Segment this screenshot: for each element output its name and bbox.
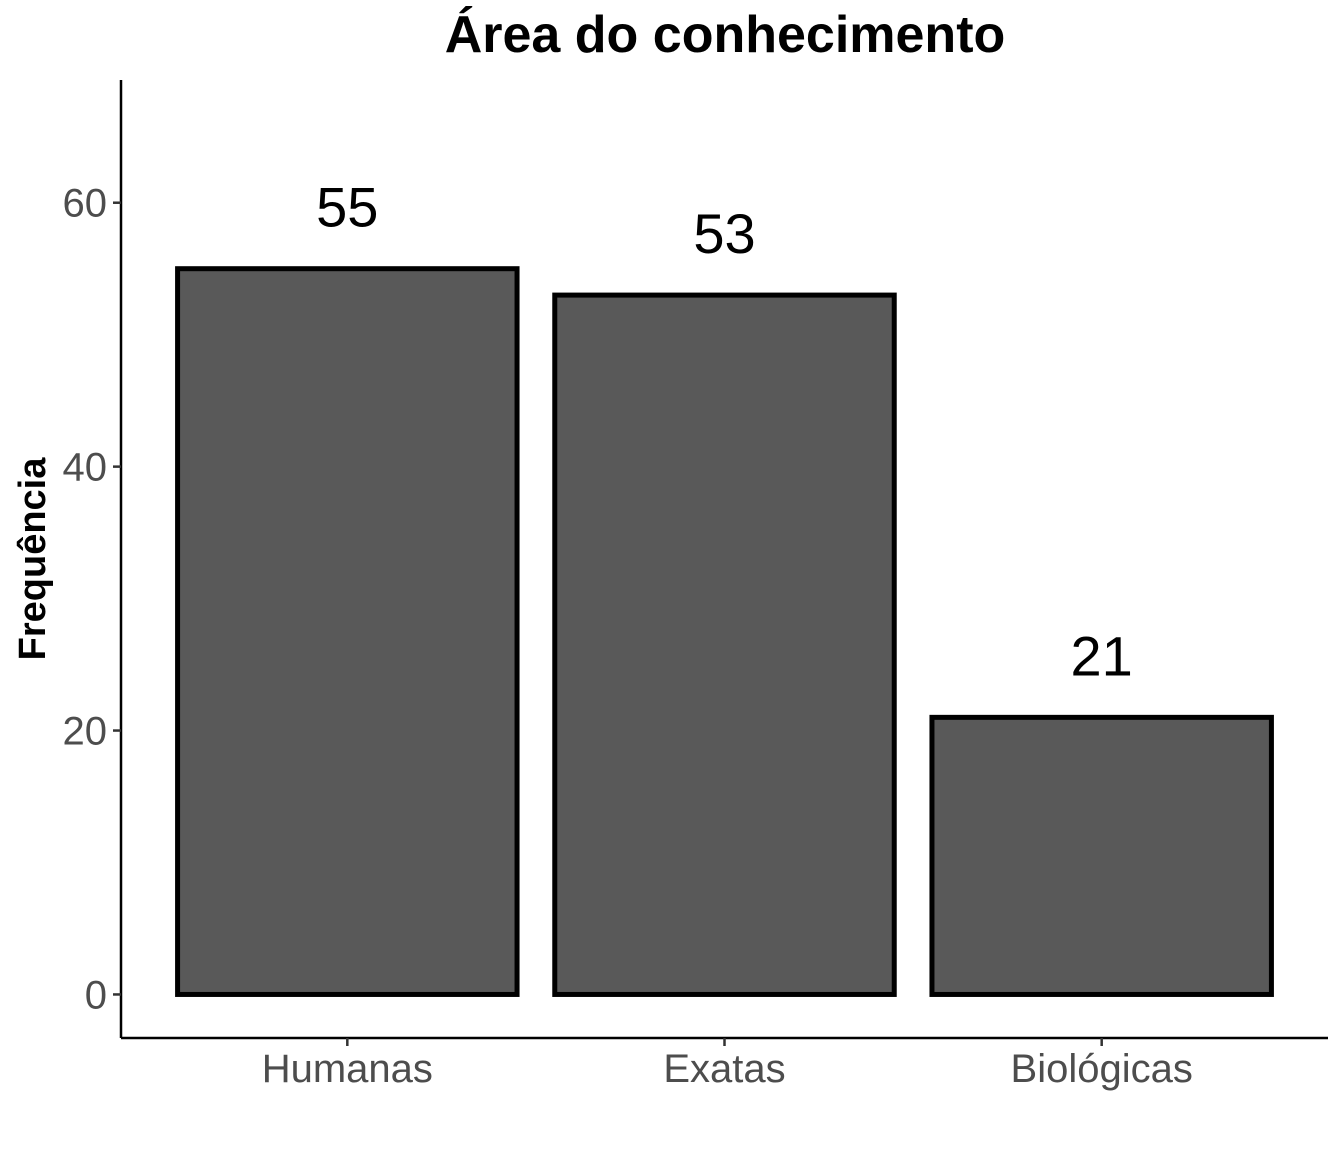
x-tick-label: Exatas	[663, 1047, 785, 1091]
x-ticks-group: Humanas Exatas Biológicas	[262, 1038, 1193, 1091]
y-tick-label: 40	[63, 446, 108, 490]
bar-biologicas	[929, 714, 1274, 997]
y-tick-label: 20	[63, 710, 108, 754]
data-label: 53	[693, 202, 755, 265]
x-tick-label: Humanas	[262, 1047, 433, 1091]
bars-group	[175, 266, 1274, 997]
chart-title: Área do conhecimento	[445, 6, 1006, 64]
y-axis-label: Frequência	[12, 457, 54, 661]
y-ticks-group: 0 20 40 60	[63, 182, 121, 1017]
bar-exatas	[552, 292, 897, 997]
y-tick-label: 0	[85, 973, 107, 1017]
data-label: 21	[1071, 624, 1133, 687]
x-tick-label: Biológicas	[1011, 1047, 1193, 1091]
data-labels-group: 55 53 21	[316, 176, 1133, 688]
data-label: 55	[316, 176, 378, 239]
y-tick-label: 60	[63, 182, 108, 226]
bar-humanas	[175, 266, 520, 997]
